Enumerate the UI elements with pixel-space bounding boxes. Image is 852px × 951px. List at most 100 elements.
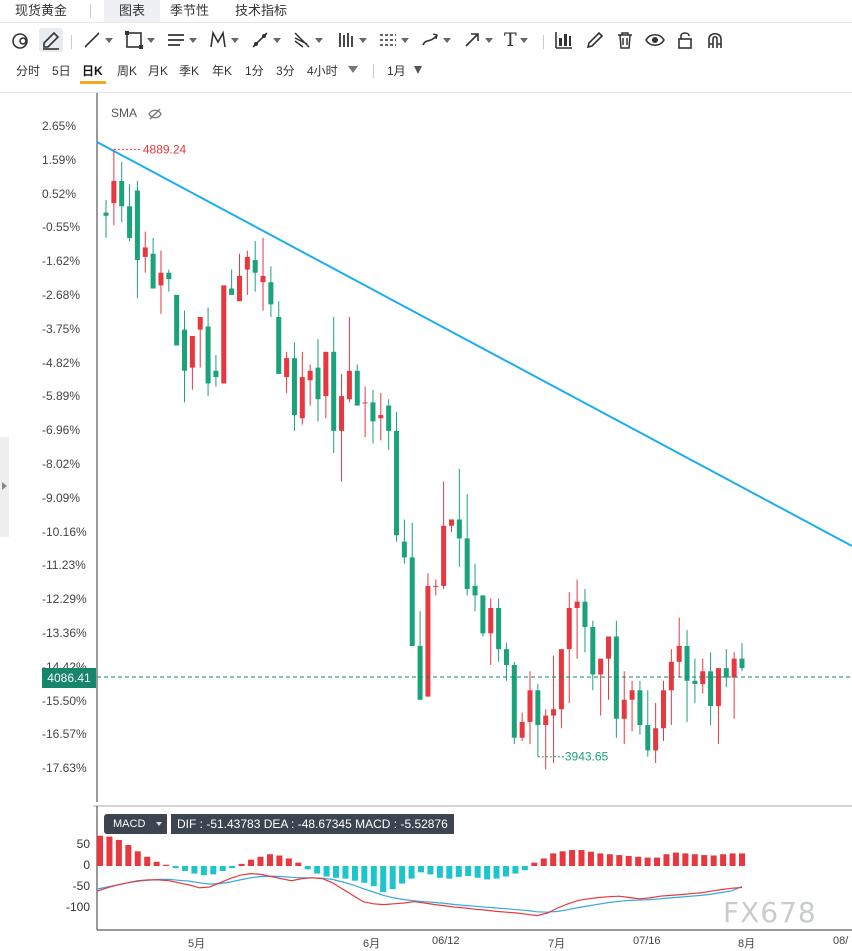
candle <box>456 468 462 567</box>
chevron-down-icon[interactable] <box>156 822 162 826</box>
y-tick-label: -2.68% <box>42 288 81 302</box>
eye-icon[interactable] <box>645 28 665 52</box>
macd-histogram-bar <box>266 854 273 866</box>
trash-icon[interactable] <box>615 28 635 52</box>
period-intraday[interactable]: 分时 <box>16 64 41 78</box>
more-periods-chevron-icon[interactable] <box>348 66 358 74</box>
candle <box>503 642 509 681</box>
macd-histogram-bar <box>248 859 255 866</box>
candle <box>339 373 345 482</box>
magnet-icon[interactable] <box>705 28 725 52</box>
y-tick-label: 0.52% <box>42 186 77 201</box>
macd-histogram-bar <box>333 866 340 878</box>
candle-body <box>660 690 666 729</box>
candle-body <box>480 595 486 634</box>
tab-chart[interactable]: 图表 <box>104 0 161 22</box>
brush-icon[interactable] <box>420 28 451 52</box>
y-tick-label: 1.59% <box>42 152 77 167</box>
shapes-icon[interactable] <box>10 28 32 52</box>
candle <box>441 481 447 590</box>
period-yearly[interactable]: 年K <box>212 64 233 78</box>
period-4hour[interactable]: 4小时 <box>307 64 338 78</box>
chevron-right-icon[interactable] <box>2 482 7 490</box>
period-5day[interactable]: 5日 <box>52 64 71 78</box>
tab-spot-gold[interactable]: 现货黄金 <box>15 3 68 18</box>
y-tick-label: -1.62% <box>42 254 81 269</box>
macd-histogram-bar <box>134 851 141 866</box>
candle <box>291 342 297 431</box>
macd-y-tick-label: 50 <box>76 837 90 851</box>
line-icon[interactable] <box>82 28 113 52</box>
candle-body <box>394 430 400 536</box>
candle-body <box>370 402 376 422</box>
hide-indicator-icon[interactable] <box>148 108 162 120</box>
candle <box>660 680 666 741</box>
candle-body <box>543 715 549 726</box>
candle <box>307 364 313 406</box>
text-icon[interactable]: T <box>504 28 528 52</box>
candle <box>221 285 227 384</box>
macd-histogram-bar <box>559 851 566 866</box>
macd-histogram-bar <box>257 856 264 866</box>
bars-icon[interactable] <box>336 28 367 52</box>
macd-histogram-bar <box>342 866 349 879</box>
period-weekly[interactable]: 周K <box>117 64 138 78</box>
candle-body <box>142 247 148 257</box>
macd-histogram-bar <box>153 861 160 866</box>
y-tick-label: -4.82% <box>42 355 81 370</box>
candle-body <box>739 658 745 669</box>
candle <box>684 630 690 722</box>
candle-body <box>386 405 392 431</box>
tab-technical-indicators[interactable]: 技术指标 <box>235 3 288 18</box>
candle <box>119 161 125 223</box>
candle <box>692 658 698 703</box>
candle <box>590 620 596 691</box>
macd-histogram-bar <box>408 866 415 879</box>
pattern-icon[interactable] <box>208 28 239 52</box>
period-3min[interactable]: 3分 <box>276 64 295 78</box>
sma-indicator-label[interactable]: SMA <box>111 106 138 120</box>
fibonacci-icon[interactable] <box>250 28 281 52</box>
candle-body <box>629 690 635 700</box>
measure-icon[interactable] <box>378 28 409 52</box>
candle-body <box>291 358 297 416</box>
rectangle-icon[interactable] <box>124 28 155 52</box>
candle-body <box>488 608 494 634</box>
candle <box>676 617 682 678</box>
period-monthly[interactable]: 月K <box>148 64 169 78</box>
macd-histogram-bar <box>739 853 745 866</box>
period-quarterly[interactable]: 季K <box>179 64 200 78</box>
candle-body <box>362 402 368 404</box>
candle <box>315 339 321 422</box>
bar-chart-icon[interactable] <box>554 28 574 52</box>
pen-icon[interactable] <box>39 28 63 52</box>
low-price-label: 3943.65 <box>565 750 609 764</box>
candle <box>645 690 651 757</box>
macd-histogram-bar <box>144 856 151 866</box>
macd-histogram-bar <box>672 852 679 866</box>
macd-indicator-button[interactable]: MACD <box>104 814 167 834</box>
macd-histogram-bar <box>427 866 434 875</box>
candle-body <box>472 585 478 596</box>
pencil-icon[interactable] <box>585 28 605 52</box>
period-1min[interactable]: 1分 <box>245 64 264 78</box>
toolbar-divider <box>543 35 544 49</box>
channel-icon[interactable] <box>166 28 197 52</box>
period-1month-dropdown[interactable]: 1月 <box>387 64 406 78</box>
lock-icon[interactable] <box>675 28 695 52</box>
candle <box>166 269 172 292</box>
period-daily[interactable]: 日K <box>82 64 103 78</box>
candle <box>715 668 721 745</box>
tab-seasonality[interactable]: 季节性 <box>170 3 210 18</box>
candle-body <box>339 396 345 431</box>
chevron-down-icon[interactable] <box>414 66 422 74</box>
gann-icon[interactable] <box>292 28 323 52</box>
macd-histogram-bar <box>285 858 292 866</box>
candle-body <box>684 645 690 681</box>
macd-histogram-bar <box>436 866 443 878</box>
candle <box>606 636 612 700</box>
macd-histogram-bar <box>521 866 528 871</box>
arrow-icon[interactable] <box>462 28 493 52</box>
